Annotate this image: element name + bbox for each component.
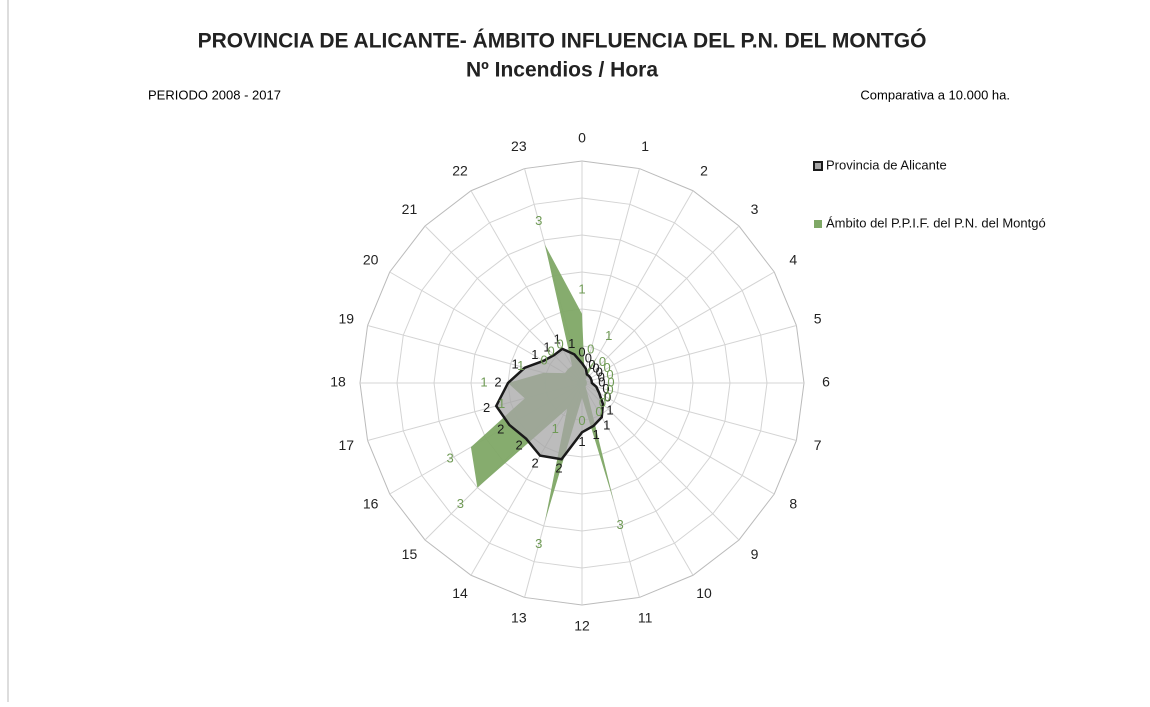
data-label: 0: [588, 357, 595, 372]
category-label: 4: [789, 252, 797, 268]
data-label: 2: [531, 456, 538, 471]
data-label: 1: [517, 358, 524, 373]
category-label: 20: [363, 252, 379, 268]
data-label: 1: [592, 427, 599, 442]
data-label: 0: [604, 389, 611, 404]
spoke: [581, 190, 694, 384]
spoke: [581, 325, 797, 384]
category-label: 12: [574, 618, 590, 634]
category-label: 10: [696, 585, 712, 601]
data-label: 0: [541, 353, 548, 368]
category-label: 16: [363, 496, 379, 512]
series-area: [494, 347, 605, 461]
category-label: 2: [700, 162, 708, 178]
legend-label: Provincia de Alicante: [826, 157, 947, 172]
data-label: 0: [585, 350, 592, 365]
data-label: 2: [515, 437, 522, 452]
category-label: 11: [638, 609, 653, 625]
legend-label: Ámbito del P.P.I.F. del P.N. del Montgó: [826, 215, 1046, 230]
data-label: 1: [578, 281, 585, 296]
spoke: [581, 382, 740, 541]
category-label: 7: [814, 437, 822, 453]
data-label: 0: [606, 382, 613, 397]
data-label: 3: [535, 536, 542, 551]
category-label: 14: [452, 585, 468, 601]
chart-title: PROVINCIA DE ALICANTE- ÁMBITO INFLUENCIA…: [198, 29, 927, 53]
data-label: 0: [598, 369, 605, 384]
category-label: 21: [402, 201, 418, 217]
data-label: 1: [552, 421, 559, 436]
data-label: 0: [595, 404, 602, 419]
category-label: 22: [452, 162, 468, 178]
spoke: [581, 382, 797, 441]
spoke: [581, 271, 775, 384]
category-label: 18: [330, 374, 346, 390]
data-label: 1: [605, 328, 612, 343]
data-label: 0: [592, 360, 599, 375]
data-label: 0: [599, 395, 606, 410]
data-label: 3: [447, 451, 454, 466]
data-label: 1: [554, 332, 561, 347]
category-label: 17: [339, 437, 355, 453]
data-label: 2: [483, 400, 490, 415]
spoke: [581, 168, 640, 384]
data-label: 0: [557, 337, 564, 352]
category-label: 9: [751, 546, 759, 562]
data-label: 1: [606, 402, 613, 417]
category-label: 6: [822, 374, 830, 390]
annotation: PERIODO 2008 - 2017: [148, 87, 281, 102]
annotation: Comparativa a 10.000 ha.: [860, 87, 1010, 102]
data-label: 1: [578, 434, 585, 449]
legend-swatch: [813, 161, 823, 171]
data-label: 1: [498, 396, 505, 411]
category-label: 5: [814, 311, 822, 327]
data-label: 1: [531, 347, 538, 362]
data-label: 0: [547, 344, 554, 359]
data-label: 1: [543, 339, 550, 354]
data-label: 0: [578, 413, 585, 428]
spoke: [581, 225, 740, 384]
data-label: 2: [494, 374, 501, 389]
spoke: [581, 382, 775, 495]
data-label: 0: [598, 374, 605, 389]
data-label: 1: [480, 374, 487, 389]
data-label: 0: [578, 345, 585, 360]
category-label: 19: [339, 311, 355, 327]
data-label: 1: [603, 417, 610, 432]
data-label: 0: [607, 374, 614, 389]
category-label: 1: [641, 138, 649, 154]
data-label: 0: [599, 354, 606, 369]
data-label: 1: [568, 336, 575, 351]
data-label: 3: [457, 496, 464, 511]
data-label: 0: [603, 389, 610, 404]
category-label: 23: [511, 138, 527, 154]
category-label: 13: [511, 609, 527, 625]
data-label: 0: [596, 365, 603, 380]
category-label: 8: [789, 496, 797, 512]
data-label: 0: [602, 381, 609, 396]
data-label: 1: [512, 357, 519, 372]
category-label: 0: [578, 130, 586, 146]
data-label: 3: [617, 517, 624, 532]
data-label: 0: [606, 367, 613, 382]
legend-swatch: [814, 220, 822, 228]
data-label: 0: [587, 342, 594, 357]
chart-subtitle: Nº Incendios / Hora: [466, 59, 658, 82]
data-label: 0: [603, 360, 610, 375]
data-label: 3: [535, 213, 542, 228]
data-label: 2: [497, 421, 504, 436]
category-label: 3: [751, 201, 759, 217]
data-label: 2: [555, 460, 562, 475]
category-label: 15: [402, 546, 418, 562]
